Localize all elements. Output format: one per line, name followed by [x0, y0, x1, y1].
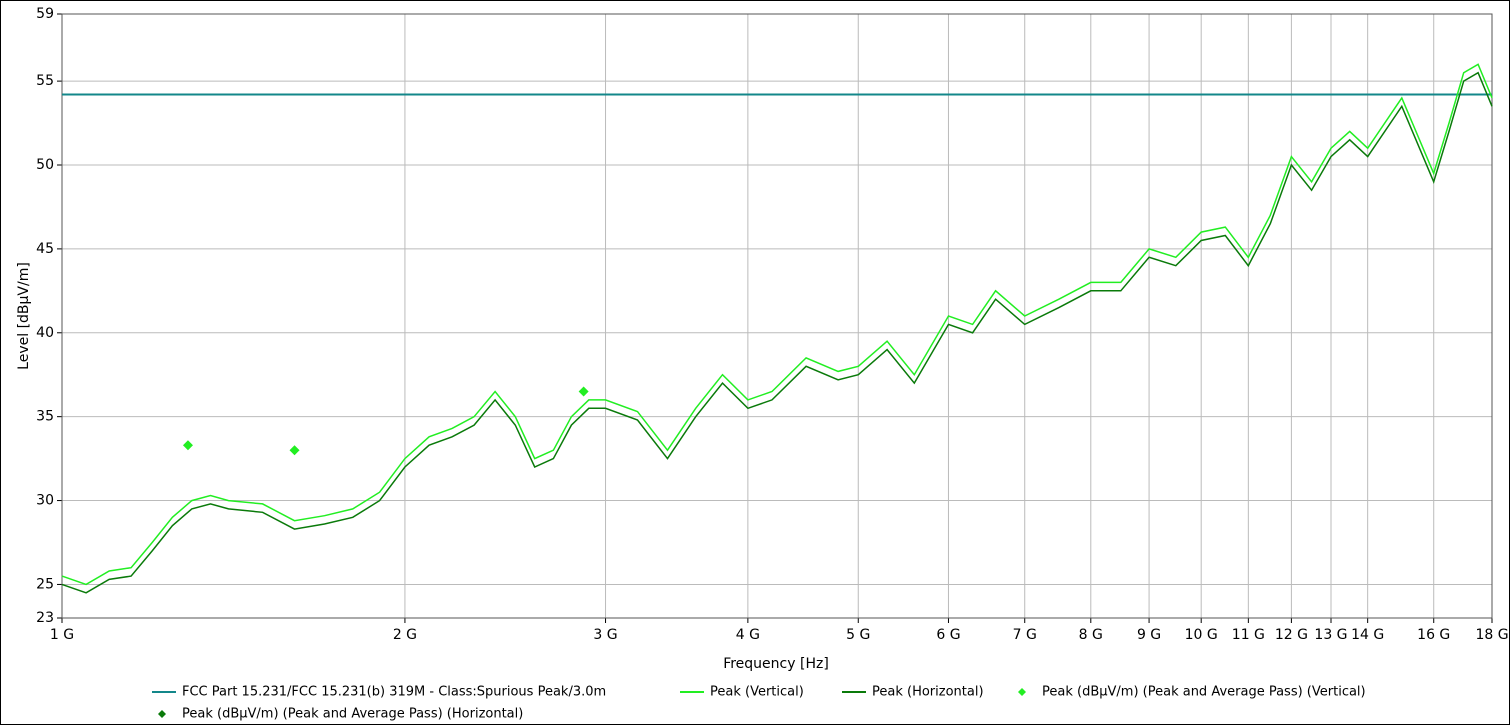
x-tick-label: 16 G [1417, 627, 1450, 643]
x-tick-label: 6 G [936, 627, 960, 643]
x-tick-label: 3 G [593, 627, 617, 643]
x-axis-label: Frequency [Hz] [723, 656, 829, 672]
x-tick-label: 13 G [1314, 627, 1347, 643]
legend-label: Peak (dBµV/m) (Peak and Average Pass) (V… [1042, 685, 1366, 700]
y-tick-label: 59 [36, 6, 54, 22]
x-tick-label: 9 G [1137, 627, 1161, 643]
y-tick-label: 55 [36, 73, 54, 89]
legend: FCC Part 15.231/FCC 15.231(b) 319M - Cla… [152, 685, 1366, 722]
plot-area [61, 13, 1493, 619]
y-tick-label: 50 [36, 157, 54, 173]
series-line [61, 63, 1493, 586]
y-tick-label: 45 [36, 241, 54, 257]
x-tick-label: 4 G [736, 627, 760, 643]
marker [182, 440, 193, 451]
x-tick-label: 1 G [50, 627, 74, 643]
x-tick-label: 2 G [393, 627, 417, 643]
y-tick-label: 30 [36, 493, 54, 509]
y-tick-label: 25 [36, 576, 54, 592]
x-tick-label: 10 G [1185, 627, 1218, 643]
legend-label: Peak (Vertical) [710, 685, 804, 700]
legend-swatch [1018, 688, 1026, 696]
x-tick-label: 8 G [1079, 627, 1103, 643]
legend-label: Peak (Horizontal) [872, 685, 984, 700]
series-line [61, 71, 1493, 594]
marker [289, 445, 300, 456]
y-tick-label: 23 [36, 610, 54, 626]
x-tick-label: 14 G [1351, 627, 1384, 643]
y-tick-label: 40 [36, 325, 54, 341]
y-axis-label: Level [dBµV/m] [16, 262, 32, 370]
legend-swatch [158, 710, 166, 718]
legend-label: Peak (dBµV/m) (Peak and Average Pass) (H… [182, 707, 523, 722]
x-tick-label: 11 G [1232, 627, 1265, 643]
marker [578, 386, 589, 397]
x-tick-label: 7 G [1013, 627, 1037, 643]
legend-label: FCC Part 15.231/FCC 15.231(b) 319M - Cla… [182, 685, 606, 700]
y-tick-label: 35 [36, 409, 54, 425]
x-tick-label: 12 G [1275, 627, 1308, 643]
x-tick-label: 18 G [1475, 627, 1508, 643]
x-tick-label: 5 G [846, 627, 870, 643]
